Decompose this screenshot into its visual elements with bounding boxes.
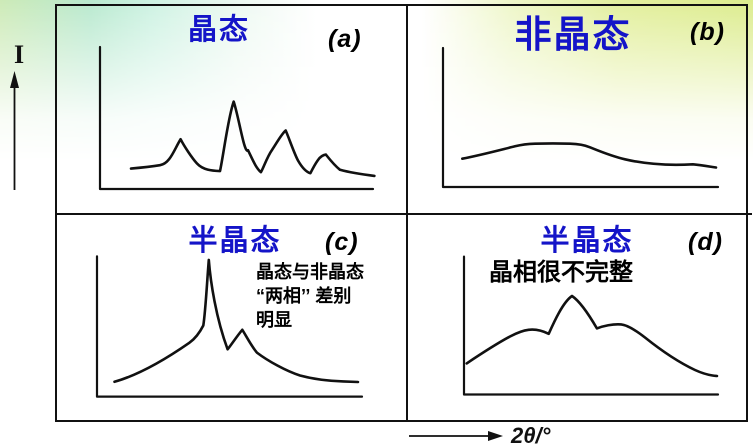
svg-text:I: I xyxy=(14,40,24,69)
svg-text:2θ/°: 2θ/° xyxy=(510,423,551,446)
